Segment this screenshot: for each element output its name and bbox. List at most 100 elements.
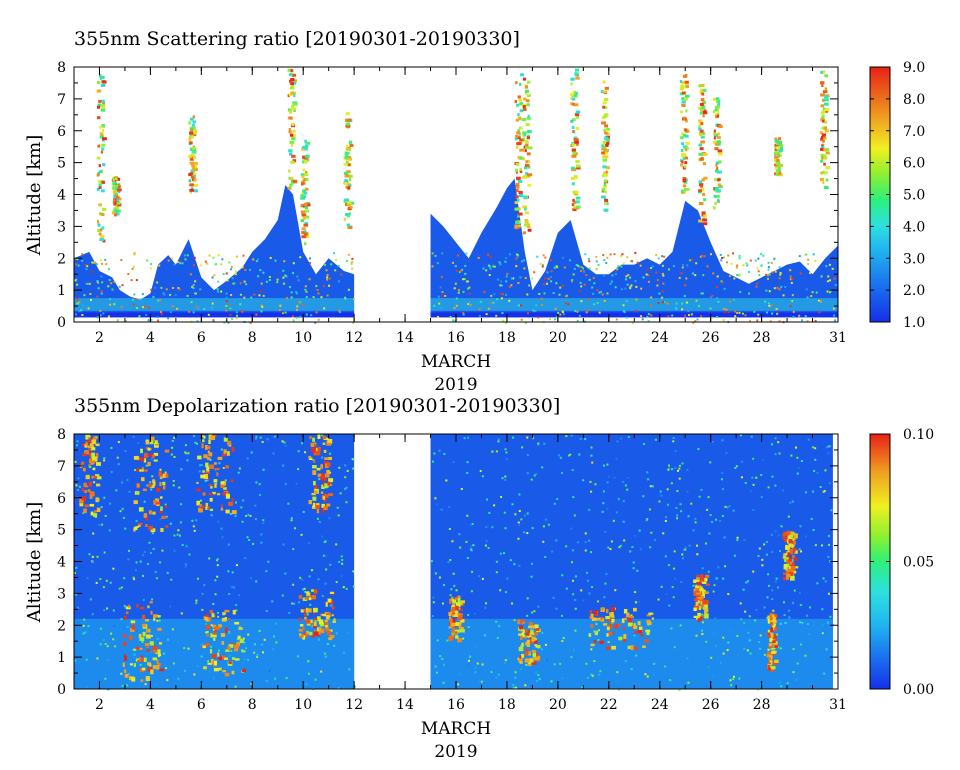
- high-depol-pixel: [202, 645, 206, 649]
- signal-pixel: [752, 509, 755, 512]
- cloud-pixel: [113, 191, 116, 195]
- signal-pixel: [505, 275, 508, 278]
- signal-pixel: [712, 440, 715, 443]
- signal-pixel: [246, 457, 249, 460]
- high-depol-pixel: [302, 635, 306, 640]
- signal-pixel: [580, 285, 583, 288]
- signal-pixel: [241, 661, 244, 664]
- signal-pixel: [259, 269, 262, 272]
- lower-layer-field: [430, 618, 833, 689]
- signal-pixel: [533, 474, 536, 477]
- high-depol-pixel: [644, 639, 650, 643]
- cloud-pixel: [775, 170, 781, 174]
- signal-pixel: [186, 254, 189, 257]
- cloud-pixel: [346, 170, 351, 174]
- cloud-pixel: [301, 227, 306, 231]
- cloud-pixel: [113, 194, 116, 198]
- cloud-pixel: [522, 157, 525, 161]
- signal-pixel: [171, 286, 174, 289]
- cloud-pixel: [193, 189, 198, 193]
- signal-pixel: [586, 571, 589, 574]
- high-depol-pixel: [156, 659, 159, 664]
- signal-pixel: [652, 673, 655, 676]
- signal-pixel: [800, 459, 803, 462]
- cloud-pixel: [304, 187, 309, 191]
- signal-pixel: [737, 273, 740, 276]
- signal-pixel: [455, 297, 458, 300]
- signal-pixel: [174, 294, 177, 297]
- signal-pixel: [498, 261, 501, 264]
- cloud-pixel: [301, 192, 305, 196]
- signal-pixel: [822, 490, 825, 493]
- high-depol-pixel: [216, 472, 219, 477]
- signal-pixel: [744, 481, 747, 484]
- signal-pixel: [77, 477, 80, 480]
- signal-pixel: [782, 489, 785, 492]
- signal-pixel: [307, 672, 310, 675]
- high-depol-pixel: [521, 642, 524, 647]
- cloud-pixel: [188, 136, 192, 140]
- signal-pixel: [664, 555, 667, 558]
- cloud-pixel: [98, 185, 102, 189]
- signal-pixel: [500, 495, 503, 498]
- high-depol-pixel: [771, 632, 774, 638]
- high-depol-pixel: [209, 649, 213, 654]
- signal-pixel: [75, 278, 78, 281]
- signal-pixel: [124, 527, 127, 530]
- signal-pixel: [225, 292, 228, 295]
- high-depol-pixel: [211, 654, 217, 659]
- high-depol-pixel: [162, 473, 166, 478]
- high-depol-pixel: [537, 645, 541, 649]
- high-depol-pixel: [134, 526, 138, 531]
- cloud-pixel: [99, 238, 104, 242]
- y-tick-label: 2: [57, 618, 66, 634]
- signal-pixel: [142, 306, 145, 309]
- signal-pixel: [460, 487, 463, 490]
- cloud-pixel: [302, 191, 308, 195]
- signal-pixel: [537, 442, 540, 445]
- signal-pixel: [150, 458, 153, 461]
- signal-pixel: [98, 523, 101, 526]
- signal-pixel: [701, 621, 704, 624]
- signal-pixel: [81, 313, 84, 316]
- high-depol-pixel: [231, 497, 234, 502]
- cloud-pixel: [515, 145, 519, 149]
- signal-pixel: [295, 291, 298, 294]
- cloud-pixel: [287, 186, 291, 190]
- signal-pixel: [76, 283, 79, 286]
- signal-pixel: [107, 659, 110, 662]
- high-depol-pixel: [150, 436, 155, 441]
- signal-pixel: [345, 259, 348, 262]
- high-depol-pixel: [215, 468, 220, 471]
- signal-pixel: [792, 671, 795, 674]
- signal-pixel: [716, 316, 719, 319]
- cloud-pixel: [701, 192, 706, 196]
- signal-pixel: [470, 590, 473, 593]
- cloud-pixel: [521, 118, 527, 122]
- signal-pixel: [515, 265, 518, 268]
- signal-pixel: [339, 311, 342, 314]
- high-depol-pixel: [786, 563, 790, 568]
- signal-pixel: [449, 594, 452, 597]
- signal-pixel: [495, 314, 498, 317]
- high-depol-pixel: [697, 618, 701, 623]
- cloud-pixel: [571, 203, 575, 207]
- cloud-pixel: [343, 217, 346, 221]
- signal-pixel: [782, 294, 785, 297]
- high-depol-pixel: [705, 607, 709, 613]
- high-depol-pixel: [793, 548, 796, 553]
- high-depol-pixel: [164, 505, 168, 509]
- high-depol-pixel: [457, 637, 462, 643]
- signal-pixel: [203, 584, 206, 587]
- high-depol-pixel: [599, 640, 604, 645]
- signal-pixel: [614, 589, 617, 592]
- signal-pixel: [655, 253, 658, 256]
- high-depol-pixel: [203, 454, 208, 459]
- cloud-pixel: [191, 150, 197, 154]
- signal-pixel: [109, 502, 112, 505]
- cloud-pixel: [820, 135, 824, 139]
- signal-pixel: [797, 467, 800, 470]
- signal-pixel: [96, 657, 99, 660]
- cloud-pixel: [713, 97, 718, 101]
- signal-pixel: [657, 598, 660, 601]
